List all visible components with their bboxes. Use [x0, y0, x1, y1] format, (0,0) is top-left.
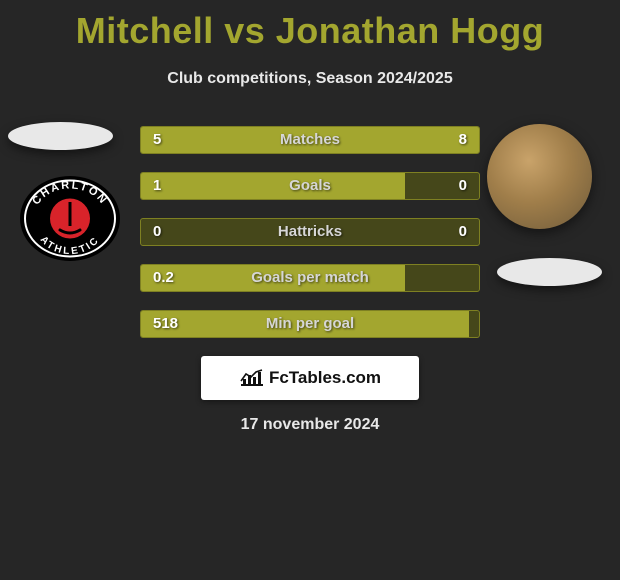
stat-row: Goals per match0.2	[140, 264, 480, 292]
stat-label: Matches	[141, 127, 479, 154]
stat-value-left: 5	[153, 127, 161, 154]
stats-zone: Matches58Goals10Hattricks00Goals per mat…	[0, 126, 620, 434]
stat-value-left: 0	[153, 219, 161, 246]
brand-text: FcTables.com	[269, 368, 381, 388]
subtitle: Club competitions, Season 2024/2025	[0, 70, 620, 88]
chart-icon	[239, 369, 263, 387]
stat-row: Hattricks0 0	[140, 218, 480, 246]
stat-row: Goals1 0	[140, 172, 480, 200]
stat-label: Hattricks	[141, 219, 479, 246]
stat-value-left: 518	[153, 311, 178, 338]
stat-row: Matches5 8	[140, 126, 480, 154]
page-title: Mitchell vs Jonathan Hogg	[0, 0, 620, 52]
stat-bars: Matches58Goals10Hattricks00Goals per mat…	[140, 126, 480, 338]
stat-value-right: 8	[459, 127, 467, 154]
stat-value-left: 1	[153, 173, 161, 200]
stat-label: Goals per match	[141, 265, 479, 292]
stat-row: Min per goal518	[140, 310, 480, 338]
brand-box: FcTables.com	[201, 356, 419, 400]
stat-label: Min per goal	[141, 311, 479, 338]
stat-value-right: 0	[459, 219, 467, 246]
stat-value-right: 0	[459, 173, 467, 200]
stat-label: Goals	[141, 173, 479, 200]
stat-value-left: 0.2	[153, 265, 174, 292]
date-text: 17 november 2024	[0, 416, 620, 434]
